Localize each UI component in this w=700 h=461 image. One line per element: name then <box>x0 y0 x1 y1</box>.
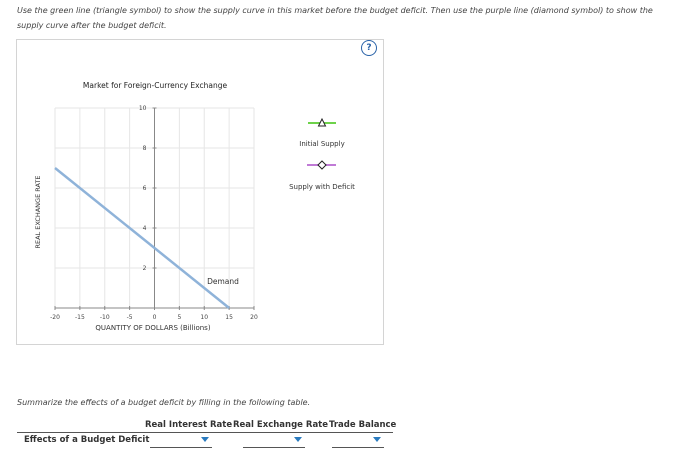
instructions-text: Use the green line (triangle symbol) to … <box>17 6 653 30</box>
column-header-real-interest-rate: Real Interest Rate <box>145 420 233 430</box>
diamond-icon <box>317 160 327 170</box>
chevron-down-icon <box>373 437 381 442</box>
real-exchange-rate-dropdown[interactable] <box>243 437 305 448</box>
row-label-effects: Effects of a Budget Deficit <box>24 435 150 445</box>
column-header-trade-balance: Trade Balance <box>329 420 397 430</box>
x-tick-label: -20 <box>50 314 60 321</box>
x-tick-label: -10 <box>100 314 110 321</box>
axes <box>54 107 255 310</box>
triangle-icon <box>317 117 327 127</box>
summary-prompt: Summarize the effects of a budget defici… <box>17 398 311 407</box>
y-tick-label: 4 <box>143 225 147 232</box>
supply-with-deficit-tool[interactable]: Supply with Deficit <box>289 160 355 191</box>
table-header-divider <box>17 432 393 433</box>
real-interest-rate-dropdown[interactable] <box>150 437 212 448</box>
graph-panel <box>16 39 384 345</box>
y-tick-label: 8 <box>143 145 147 152</box>
x-axis-label: QUANTITY OF DOLLARS (Billions) <box>95 324 210 332</box>
y-tick-label: 6 <box>143 185 147 192</box>
help-icon[interactable]: ? <box>361 40 377 56</box>
x-tick-label: -15 <box>75 314 85 321</box>
x-tick-label: 10 <box>200 314 208 321</box>
y-tick-label: 10 <box>139 105 147 112</box>
initial-supply-label: Initial Supply <box>299 140 344 148</box>
y-axis-label: REAL EXCHANGE RATE <box>34 175 42 248</box>
tick-labels: -20 -15 -10 -5 0 5 10 15 20 2 4 6 8 10 <box>50 105 258 321</box>
x-tick-label: 20 <box>250 314 258 321</box>
x-tick-label: 0 <box>153 314 157 321</box>
supply-with-deficit-label: Supply with Deficit <box>289 183 355 191</box>
trade-balance-dropdown[interactable] <box>332 437 384 448</box>
chart-title: Market for Foreign-Currency Exchange <box>83 81 228 90</box>
column-header-real-exchange-rate: Real Exchange Rate <box>233 420 329 430</box>
demand-curve-label: Demand <box>207 277 239 286</box>
demand-curve-line <box>54 167 230 309</box>
chevron-down-icon <box>201 437 209 442</box>
x-tick-label: 5 <box>177 314 181 321</box>
series-layer <box>54 167 230 309</box>
x-tick-label: -5 <box>127 314 133 321</box>
y-tick-label: 2 <box>143 265 147 272</box>
x-tick-label: 15 <box>225 314 233 321</box>
chevron-down-icon <box>294 437 302 442</box>
initial-supply-tool[interactable]: Initial Supply <box>299 117 345 148</box>
